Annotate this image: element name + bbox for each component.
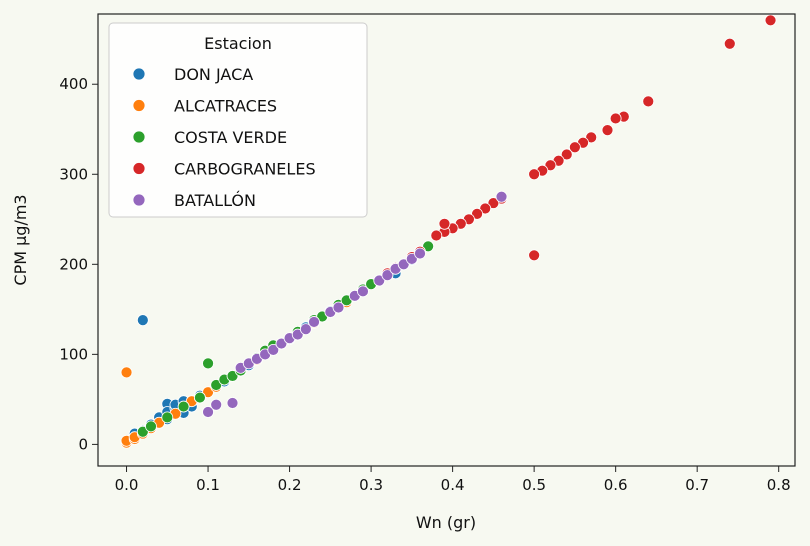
point-batall-n [308, 316, 320, 328]
point-carbograneles [544, 159, 557, 172]
point-costa-verde [177, 400, 190, 413]
x-tick-label: 0.4 [441, 476, 465, 494]
point-batall-n [291, 328, 304, 341]
point-carbograneles [471, 207, 483, 220]
legend-label-carbograneles: CARBOGRANELES [174, 160, 316, 179]
point-carbograneles [560, 148, 573, 161]
legend-label-don-jaca: DON JACA [174, 65, 253, 84]
y-tick-label: 400 [59, 75, 88, 93]
legend-label-costa-verde: COSTA VERDE [174, 128, 287, 147]
point-costa-verde [161, 411, 174, 424]
x-tick-label: 0.0 [115, 476, 139, 494]
point-alcatraces [202, 386, 214, 399]
point-batall-n [357, 285, 369, 298]
y-axis-label: CPM µg/m3 [11, 194, 30, 285]
point-batall-n [397, 258, 410, 271]
legend-label-alcatraces: ALCATRACES [174, 97, 277, 116]
y-tick-label: 0 [78, 435, 88, 453]
point-batall-n [267, 343, 280, 356]
x-tick-label: 0.1 [196, 476, 220, 494]
point-batall-n [405, 253, 418, 265]
point-carbograneles [585, 131, 598, 144]
point-carbograneles [568, 141, 581, 154]
point-costa-verde [226, 370, 239, 382]
point-don-jaca [136, 314, 149, 327]
legend-box [108, 22, 368, 218]
legend-title: Estacion [204, 34, 272, 53]
point-costa-verde [145, 420, 157, 433]
x-tick-label: 0.6 [604, 476, 628, 494]
point-batall-n [202, 406, 214, 418]
point-batall-n [226, 397, 239, 409]
y-axis: 0 100 200 300 400 [59, 75, 98, 453]
data-points [120, 14, 777, 449]
point-carbograneles [528, 168, 541, 181]
point-carbograneles [479, 202, 492, 215]
legend-marker-batall-n [132, 193, 146, 207]
x-tick-label: 0.5 [522, 476, 546, 494]
point-carbograneles [764, 14, 777, 27]
point-costa-verde [194, 391, 206, 404]
y-tick-label: 100 [59, 345, 88, 363]
point-carbograneles [487, 197, 500, 209]
point-batall-n [210, 398, 223, 411]
x-axis-label: Wn (gr) [416, 513, 476, 532]
x-tick-label: 0.3 [359, 476, 383, 494]
point-carbograneles [438, 217, 451, 230]
y-tick-label: 300 [59, 165, 88, 183]
point-batall-n [414, 247, 426, 260]
legend: Estacion DON JACA ALCATRACES COSTA VERDE CA… [108, 22, 368, 218]
point-carbograneles [609, 112, 622, 125]
point-carbograneles [642, 95, 655, 108]
legend-label-batall-n: BATALLÓN [174, 191, 256, 210]
x-tick-label: 0.7 [685, 476, 709, 494]
legend-marker-alcatraces [132, 99, 146, 112]
x-tick-label: 0.2 [278, 476, 302, 494]
point-costa-verde [136, 425, 149, 438]
plot-frame [97, 13, 796, 467]
point-carbograneles [723, 37, 736, 50]
point-carbograneles [601, 124, 614, 137]
point-costa-verde [202, 357, 214, 370]
point-batall-n [495, 190, 508, 203]
legend-marker-costa-verde [132, 130, 146, 144]
point-batall-n [373, 274, 386, 287]
point-batall-n [381, 269, 394, 282]
point-batall-n [299, 323, 312, 336]
legend-marker-don-jaca [132, 67, 146, 81]
point-carbograneles [528, 249, 541, 262]
point-alcatraces [120, 366, 133, 379]
y-tick-label: 200 [59, 255, 88, 273]
x-axis: 0.0 0.1 0.2 0.3 0.4 0.5 0.6 0.7 0.8 [115, 466, 791, 494]
point-batall-n [275, 337, 288, 350]
x-tick-label: 0.8 [767, 476, 791, 494]
legend-marker-carbograneles [132, 162, 146, 175]
point-costa-verde [210, 379, 223, 391]
point-batall-n [332, 301, 345, 314]
point-costa-verde [422, 240, 435, 253]
point-carbograneles [430, 229, 443, 242]
